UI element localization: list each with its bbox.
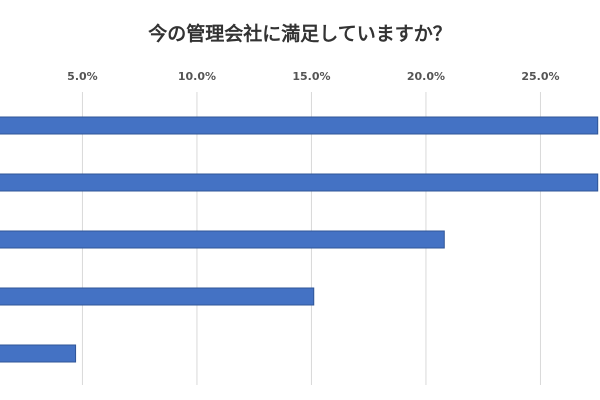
x-axis-tick-labels: 5.0% 10.0% 15.0% 20.0% 25.0% <box>67 70 559 83</box>
x-tick-label: 20.0% <box>407 70 445 83</box>
chart-title: 今の管理会社に満足していますか？ <box>147 22 451 45</box>
x-tick-label: 15.0% <box>292 70 330 83</box>
x-tick-label: 5.0% <box>67 70 98 83</box>
bar-3 <box>0 230 445 249</box>
x-tick-label: 25.0% <box>521 70 559 83</box>
x-tick-label: 10.0% <box>178 70 216 83</box>
bar-2 <box>0 173 599 192</box>
bars <box>0 116 599 363</box>
bar-4 <box>0 287 315 306</box>
bar-5 <box>0 344 77 363</box>
bar-1 <box>0 116 599 135</box>
